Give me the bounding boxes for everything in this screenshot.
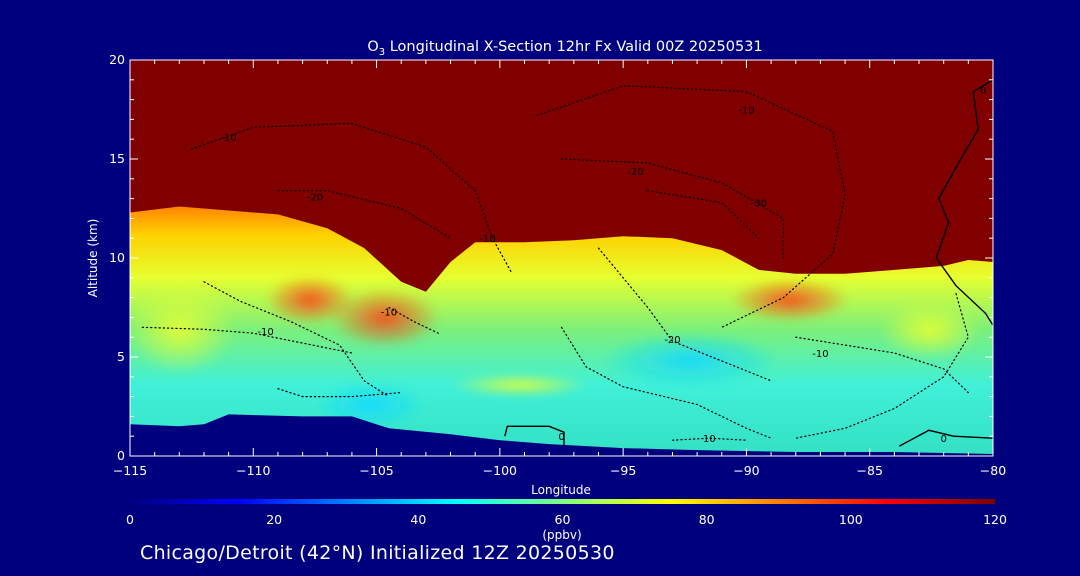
y-tick-label: 10 [109, 250, 125, 265]
contour-line [560, 326, 772, 439]
contour-line [388, 306, 439, 334]
colorbar-tick-label: 60 [555, 512, 571, 527]
contour-line [560, 158, 784, 259]
y-tick-label: 15 [109, 151, 125, 166]
colorbar-tick-label: 20 [266, 512, 282, 527]
y-tick-label: 5 [117, 349, 125, 364]
contour-label: 0 [980, 86, 986, 97]
contour-label: 10 [703, 434, 716, 445]
contour-label: -10 [479, 234, 495, 245]
contour-lines [141, 79, 993, 447]
colorbar-tick-label: 80 [699, 512, 715, 527]
contour-line [795, 293, 969, 439]
x-tick-label: −90 [733, 463, 759, 478]
y-tick-label: 0 [117, 448, 125, 463]
x-axis: −115 −110 −105 −100 −95 −90 −85 −80 [113, 60, 1006, 478]
y-axis-label: Altitude (km) [86, 219, 100, 298]
contour-label: -20 [307, 193, 323, 204]
contour-label: -10 [812, 349, 828, 360]
colorbar: 0 20 40 60 80 100 120 (ppbv) [126, 499, 1007, 542]
plot-area: -10 -20 -10 -10 -10 -20 -30 -10 -20 -10 0 0 10 0 [130, 60, 993, 456]
colorbar-ticks: 0 20 40 60 80 100 120 [126, 512, 1007, 527]
colorbar-tick-label: 0 [126, 512, 134, 527]
contour-line-zero [898, 429, 993, 447]
concentration-features [130, 275, 980, 427]
colorbar-units: (ppbv) [542, 528, 581, 542]
contour-line [671, 437, 747, 441]
y-tick-label: 20 [109, 52, 125, 67]
colorbar-tick-label: 100 [839, 512, 863, 527]
contour-label: -30 [751, 199, 767, 210]
contour-label: -20 [627, 167, 643, 178]
contour-line [203, 281, 390, 398]
x-tick-label: −115 [113, 463, 147, 478]
contour-line-zero [504, 425, 565, 447]
contour-label: -20 [664, 335, 680, 346]
colorbar-tick-label: 40 [410, 512, 426, 527]
contour-labels: -10 -20 -10 -10 -10 -20 -30 -10 -20 -10 0 0 10 0 [220, 86, 986, 445]
x-axis-label: Longitude [531, 483, 591, 497]
x-tick-label: −110 [236, 463, 270, 478]
contour-label: -10 [381, 307, 397, 318]
x-tick-label: −100 [483, 463, 517, 478]
contour-line [597, 247, 772, 382]
x-tick-label: −95 [610, 463, 636, 478]
contour-line [536, 85, 846, 328]
contour-label: 0 [558, 432, 564, 443]
contour-line [795, 336, 969, 394]
stratosphere-region [130, 60, 993, 292]
terrain-mask [130, 414, 993, 456]
chart-title: O3 Longitudinal X-Section 12hr Fx Valid … [367, 39, 762, 58]
contour-label: -10 [738, 106, 754, 117]
contour-label: -10 [257, 327, 273, 338]
contour-line [277, 190, 452, 239]
contour-line [277, 388, 402, 398]
colorbar-tick-label: 120 [983, 512, 1007, 527]
contour-line [647, 190, 760, 239]
contour-label: 0 [941, 434, 947, 445]
x-tick-label: −105 [359, 463, 393, 478]
footer-caption: Chicago/Detroit (42°N) Initialized 12Z 2… [140, 542, 615, 564]
colorbar-gradient [130, 499, 995, 504]
x-tick-label: −80 [980, 463, 1006, 478]
x-tick-label: −85 [857, 463, 883, 478]
contour-label: -10 [220, 133, 236, 144]
contour-line-zero [935, 79, 993, 326]
contour-line [191, 122, 513, 275]
y-axis: 0 5 10 15 20 [109, 52, 993, 463]
